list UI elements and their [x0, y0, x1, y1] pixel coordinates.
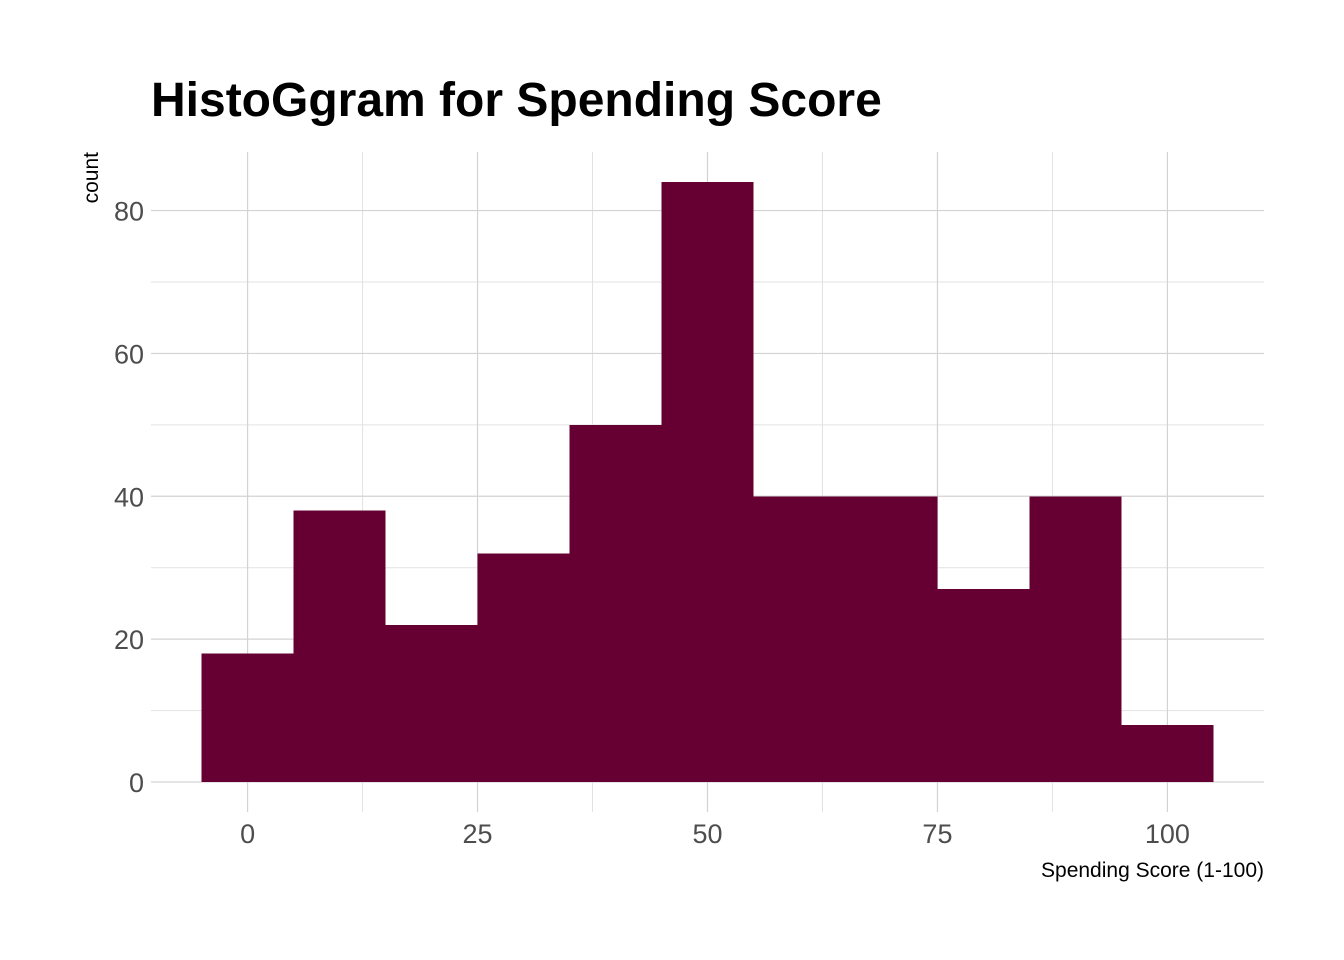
histogram-bars [201, 182, 1214, 782]
x-tick-label: 25 [463, 819, 493, 849]
histogram-bar [569, 424, 662, 782]
y-tick-label: 0 [129, 768, 144, 798]
histogram-bar [1121, 724, 1214, 782]
y-axis-title: count [80, 152, 103, 204]
x-tick-label: 50 [692, 819, 722, 849]
histogram-bar [201, 653, 294, 782]
histogram-bar [661, 182, 754, 782]
x-tick-label: 100 [1145, 819, 1190, 849]
histogram-bar [1029, 496, 1122, 782]
y-tick-label: 20 [114, 625, 144, 655]
x-tick-label: 0 [240, 819, 255, 849]
chart-title: HistoGgram for Spending Score [151, 74, 882, 127]
x-axis-tick-labels: 0 25 50 75 100 [240, 819, 1190, 849]
y-tick-label: 60 [114, 339, 144, 369]
histogram-bar [293, 510, 386, 782]
histogram-bar [385, 624, 478, 782]
histogram-bar [937, 589, 1030, 782]
x-axis-title: Spending Score (1-100) [1041, 859, 1264, 882]
x-tick-label: 75 [922, 819, 952, 849]
histogram-bar [845, 496, 938, 782]
y-axis-tick-labels: 0 20 40 60 80 [114, 197, 144, 798]
y-tick-label: 80 [114, 197, 144, 227]
y-tick-label: 40 [114, 482, 144, 512]
histogram-bar [477, 553, 570, 782]
histogram-bar [753, 496, 846, 782]
